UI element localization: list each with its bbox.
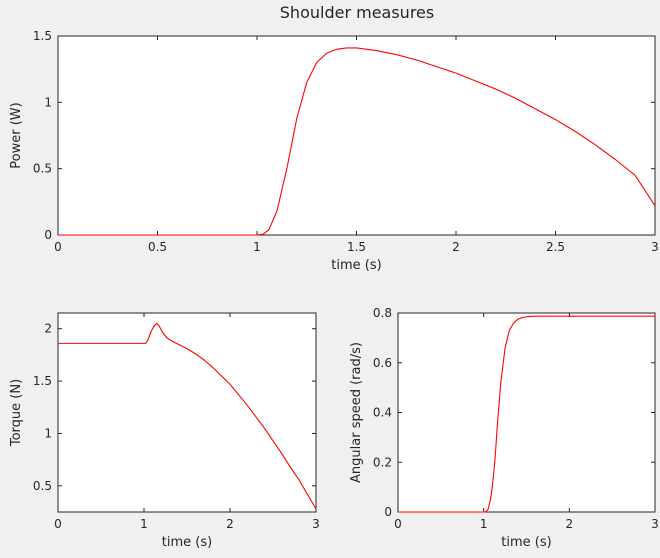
- angular-ytick-label: 0.4: [373, 406, 392, 420]
- angular-ytick-label: 0.8: [373, 306, 392, 320]
- torque-series-line-0: [58, 322, 317, 510]
- torque-xtick-label: 0: [54, 517, 62, 531]
- torque-xtick-label: 2: [226, 517, 234, 531]
- angular-xtick-label: 2: [566, 517, 574, 531]
- power-xtick-label: 0: [54, 240, 62, 254]
- power-xtick-label: 2: [452, 240, 460, 254]
- power-series-line-0: [58, 47, 656, 236]
- torque-axes-box: [57, 312, 317, 513]
- power-ytick-label: 0.5: [33, 162, 52, 176]
- power-xtick-label: 0.5: [148, 240, 167, 254]
- power-ytick-label: 0: [44, 228, 52, 242]
- torque-xlabel: time (s): [162, 535, 212, 550]
- angular-xlabel: time (s): [501, 535, 551, 550]
- power-plot: 0 0.5 1 1.5 2 2.5 3 0 0.5 1 1.5 time (s) Power (W): [9, 29, 659, 273]
- torque-ylabel: Torque (N): [9, 379, 24, 447]
- power-xtick-label: 2.5: [546, 240, 565, 254]
- angular-xtick-label: 3: [651, 517, 659, 531]
- torque-ytick-label: 1: [44, 426, 52, 440]
- angular-xtick-label: 0: [394, 517, 402, 531]
- power-ytick-label: 1.5: [33, 29, 52, 43]
- power-xtick-label: 3: [651, 240, 659, 254]
- torque-ytick-label: 2: [44, 322, 52, 336]
- angular-ylabel: Angular speed (rad/s): [349, 342, 364, 483]
- angular-ytick-label: 0.2: [373, 455, 392, 469]
- angular-axes-box: [397, 312, 656, 513]
- torque-ytick-label: 1.5: [33, 374, 52, 388]
- power-xtick-label: 1: [253, 240, 261, 254]
- power-xtick-label: 1.5: [347, 240, 366, 254]
- torque-xtick-label: 3: [312, 517, 320, 531]
- angular-xtick-label: 1: [480, 517, 488, 531]
- torque-plot: 0 1 2 3 0.5 1 1.5 2 time (s) Torque (N): [9, 312, 320, 550]
- torque-xtick-label: 1: [140, 517, 148, 531]
- torque-ytick-label: 0.5: [33, 479, 52, 493]
- angular-ytick-label: 0.6: [373, 356, 392, 370]
- power-axes-box: [57, 35, 656, 236]
- power-xlabel: time (s): [331, 258, 381, 273]
- figure-title: Shoulder measures: [280, 3, 434, 22]
- angular-plot: 0 1 2 3 0 0.2 0.4 0.6 0.8 time (s) Angular speed (…: [349, 306, 659, 550]
- power-ylabel: Power (W): [9, 102, 24, 168]
- angular-ytick-label: 0: [384, 505, 392, 519]
- angular-series-line-0: [398, 315, 655, 513]
- power-ytick-label: 1: [44, 95, 52, 109]
